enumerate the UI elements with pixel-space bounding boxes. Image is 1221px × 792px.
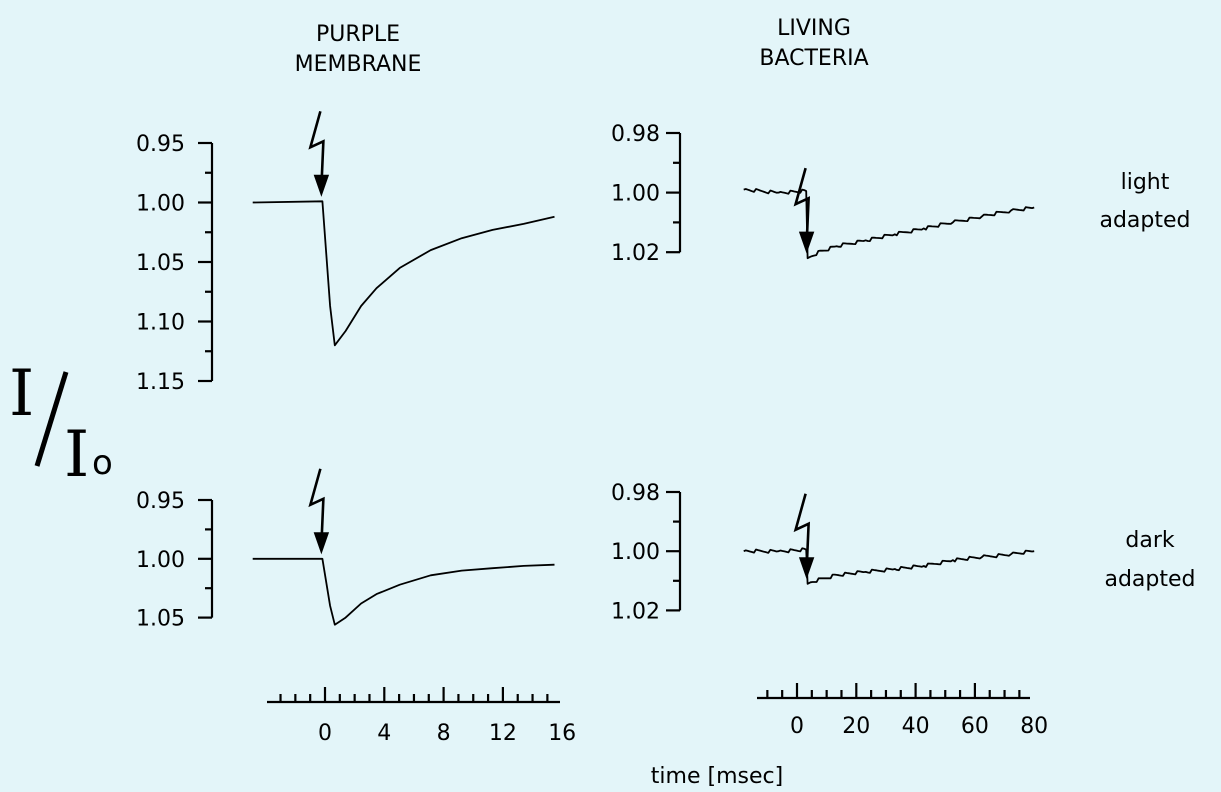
- x-axes: 0 4 8 12 16 0 20 40 60 80: [267, 683, 1048, 746]
- flash-arrow-icon: [793, 493, 815, 580]
- x-tick-label: 12: [489, 721, 517, 746]
- row-label-line-1: light: [1121, 170, 1170, 195]
- trace-line: [743, 188, 1035, 260]
- y-axis-label-subscript: o: [92, 443, 113, 483]
- column-title-line-1: LIVING: [777, 16, 851, 41]
- flash-bolt: [308, 468, 325, 545]
- row-label-dark-adapted: dark adapted: [1104, 528, 1195, 592]
- flash-arrowhead: [798, 557, 815, 580]
- flash-bolt: [793, 493, 811, 570]
- panels: 0.95 1.00 1.05 1.10 1.15 0.98 1.00 1.02 0.95 1.00…: [136, 110, 1035, 632]
- x-tick-label: 16: [548, 721, 576, 746]
- y-axis-label-numerator: I: [9, 357, 34, 431]
- flash-arrowhead: [313, 532, 330, 555]
- y-tick-label: 1.00: [136, 192, 185, 217]
- panel: 0.98 1.00 1.02: [611, 122, 1035, 266]
- row-label-light-adapted: light adapted: [1099, 170, 1190, 233]
- flash-bolt: [308, 110, 325, 188]
- y-tick-label: 1.00: [136, 548, 185, 573]
- flash-arrowhead: [798, 231, 815, 254]
- y-tick-label: 0.98: [611, 481, 660, 506]
- x-tick-label: 80: [1020, 714, 1048, 739]
- column-title-line-2: BACTERIA: [759, 46, 868, 71]
- y-tick-label: 1.00: [611, 540, 660, 565]
- x-tick-label: 4: [377, 721, 391, 746]
- row-label-line-2: adapted: [1099, 208, 1190, 233]
- flash-bolt: [793, 167, 811, 245]
- x-tick-label: 0: [318, 721, 332, 746]
- column-title-living-bacteria: LIVING BACTERIA: [759, 16, 868, 71]
- y-axis-label: I I o: [9, 357, 113, 492]
- y-tick-label: 0.98: [611, 122, 660, 147]
- y-tick-label: 0.95: [136, 132, 185, 157]
- y-tick-label: 1.02: [611, 241, 660, 266]
- x-axis: 0 4 8 12 16: [267, 687, 576, 746]
- y-axis-label-denominator: I: [64, 418, 89, 492]
- x-tick-label: 20: [842, 714, 870, 739]
- panel: 0.98 1.00 1.02: [611, 481, 1035, 624]
- column-title-line-2: MEMBRANE: [295, 52, 422, 77]
- y-tick-label: 1.02: [611, 599, 660, 624]
- flash-arrow-icon: [793, 167, 815, 254]
- y-tick-label: 1.05: [136, 607, 185, 632]
- x-tick-label: 0: [790, 714, 804, 739]
- flash-arrow-icon: [308, 468, 330, 555]
- y-tick-label: 0.95: [136, 489, 185, 514]
- y-axis-label-slash: [34, 371, 69, 467]
- trace-line: [252, 557, 555, 626]
- column-title-line-1: PURPLE: [316, 22, 400, 47]
- y-tick-label: 1.05: [136, 251, 185, 276]
- y-tick-label: 1.10: [136, 311, 185, 336]
- flash-arrowhead: [313, 174, 330, 197]
- row-label-line-2: adapted: [1104, 567, 1195, 592]
- y-tick-label: 1.15: [136, 370, 185, 395]
- panel: 0.95 1.00 1.05 1.10 1.15: [136, 110, 555, 395]
- trace-line: [743, 547, 1035, 585]
- flash-arrow-icon: [308, 110, 330, 197]
- trace-line: [252, 200, 555, 347]
- y-tick-label: 1.00: [611, 182, 660, 207]
- x-axis-title: time [msec]: [651, 764, 783, 789]
- x-tick-label: 40: [902, 714, 930, 739]
- column-title-purple-membrane: PURPLE MEMBRANE: [295, 22, 422, 77]
- panel: 0.95 1.00 1.05: [136, 468, 555, 632]
- x-tick-label: 60: [961, 714, 989, 739]
- x-axis: 0 20 40 60 80: [757, 683, 1048, 739]
- row-label-line-1: dark: [1125, 528, 1174, 553]
- x-tick-label: 8: [437, 721, 451, 746]
